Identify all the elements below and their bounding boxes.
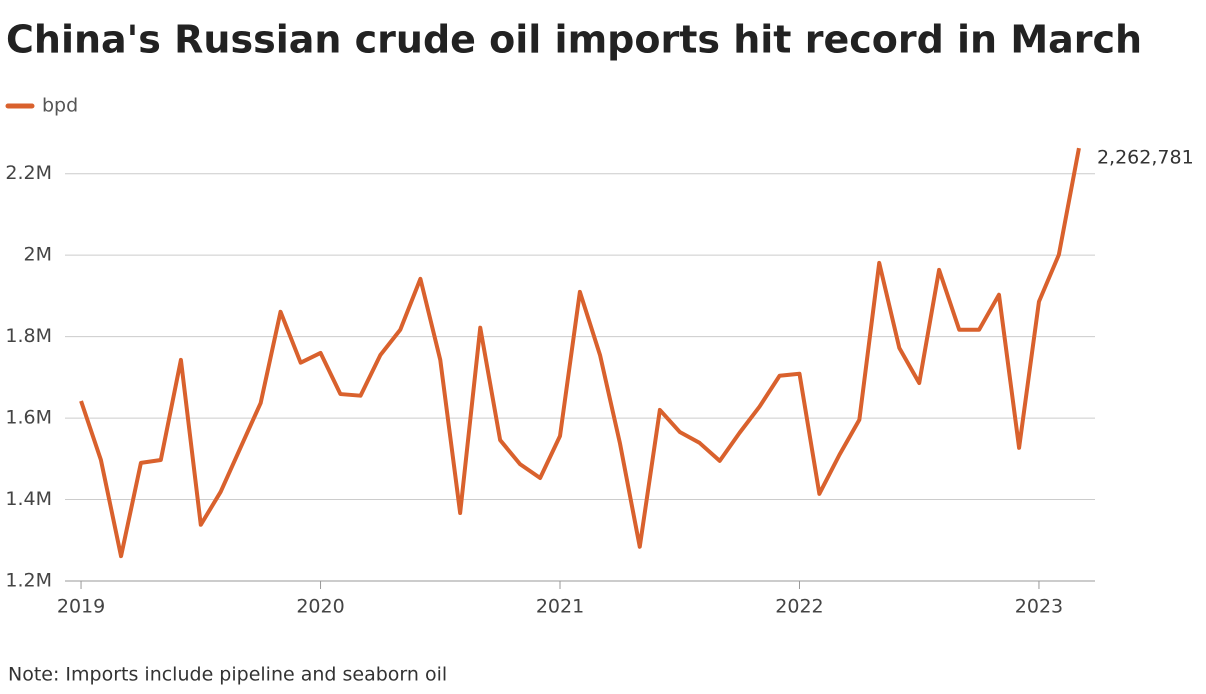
y-tick-label: 2M bbox=[24, 244, 52, 266]
value-label: 2,262,781 bbox=[1097, 147, 1194, 169]
x-tick-label: 2021 bbox=[536, 596, 584, 618]
legend-label: bpd bbox=[42, 95, 78, 117]
chart-title: China's Russian crude oil imports hit re… bbox=[6, 18, 1142, 62]
y-tick-label: 1.8M bbox=[5, 325, 52, 347]
x-tick-label: 2019 bbox=[57, 596, 105, 618]
x-tick-label: 2020 bbox=[296, 596, 344, 618]
y-tick-label: 1.4M bbox=[5, 488, 52, 510]
data-line bbox=[79, 147, 1081, 559]
x-tick-label: 2023 bbox=[1015, 596, 1063, 618]
note: Note: Imports include pipeline and seabo… bbox=[8, 664, 447, 686]
y-tick-label: 2.2M bbox=[5, 162, 52, 184]
y-tick-label: 1.2M bbox=[5, 570, 52, 592]
x-tick-label: 2022 bbox=[775, 596, 823, 618]
y-tick-label: 1.6M bbox=[5, 407, 52, 429]
